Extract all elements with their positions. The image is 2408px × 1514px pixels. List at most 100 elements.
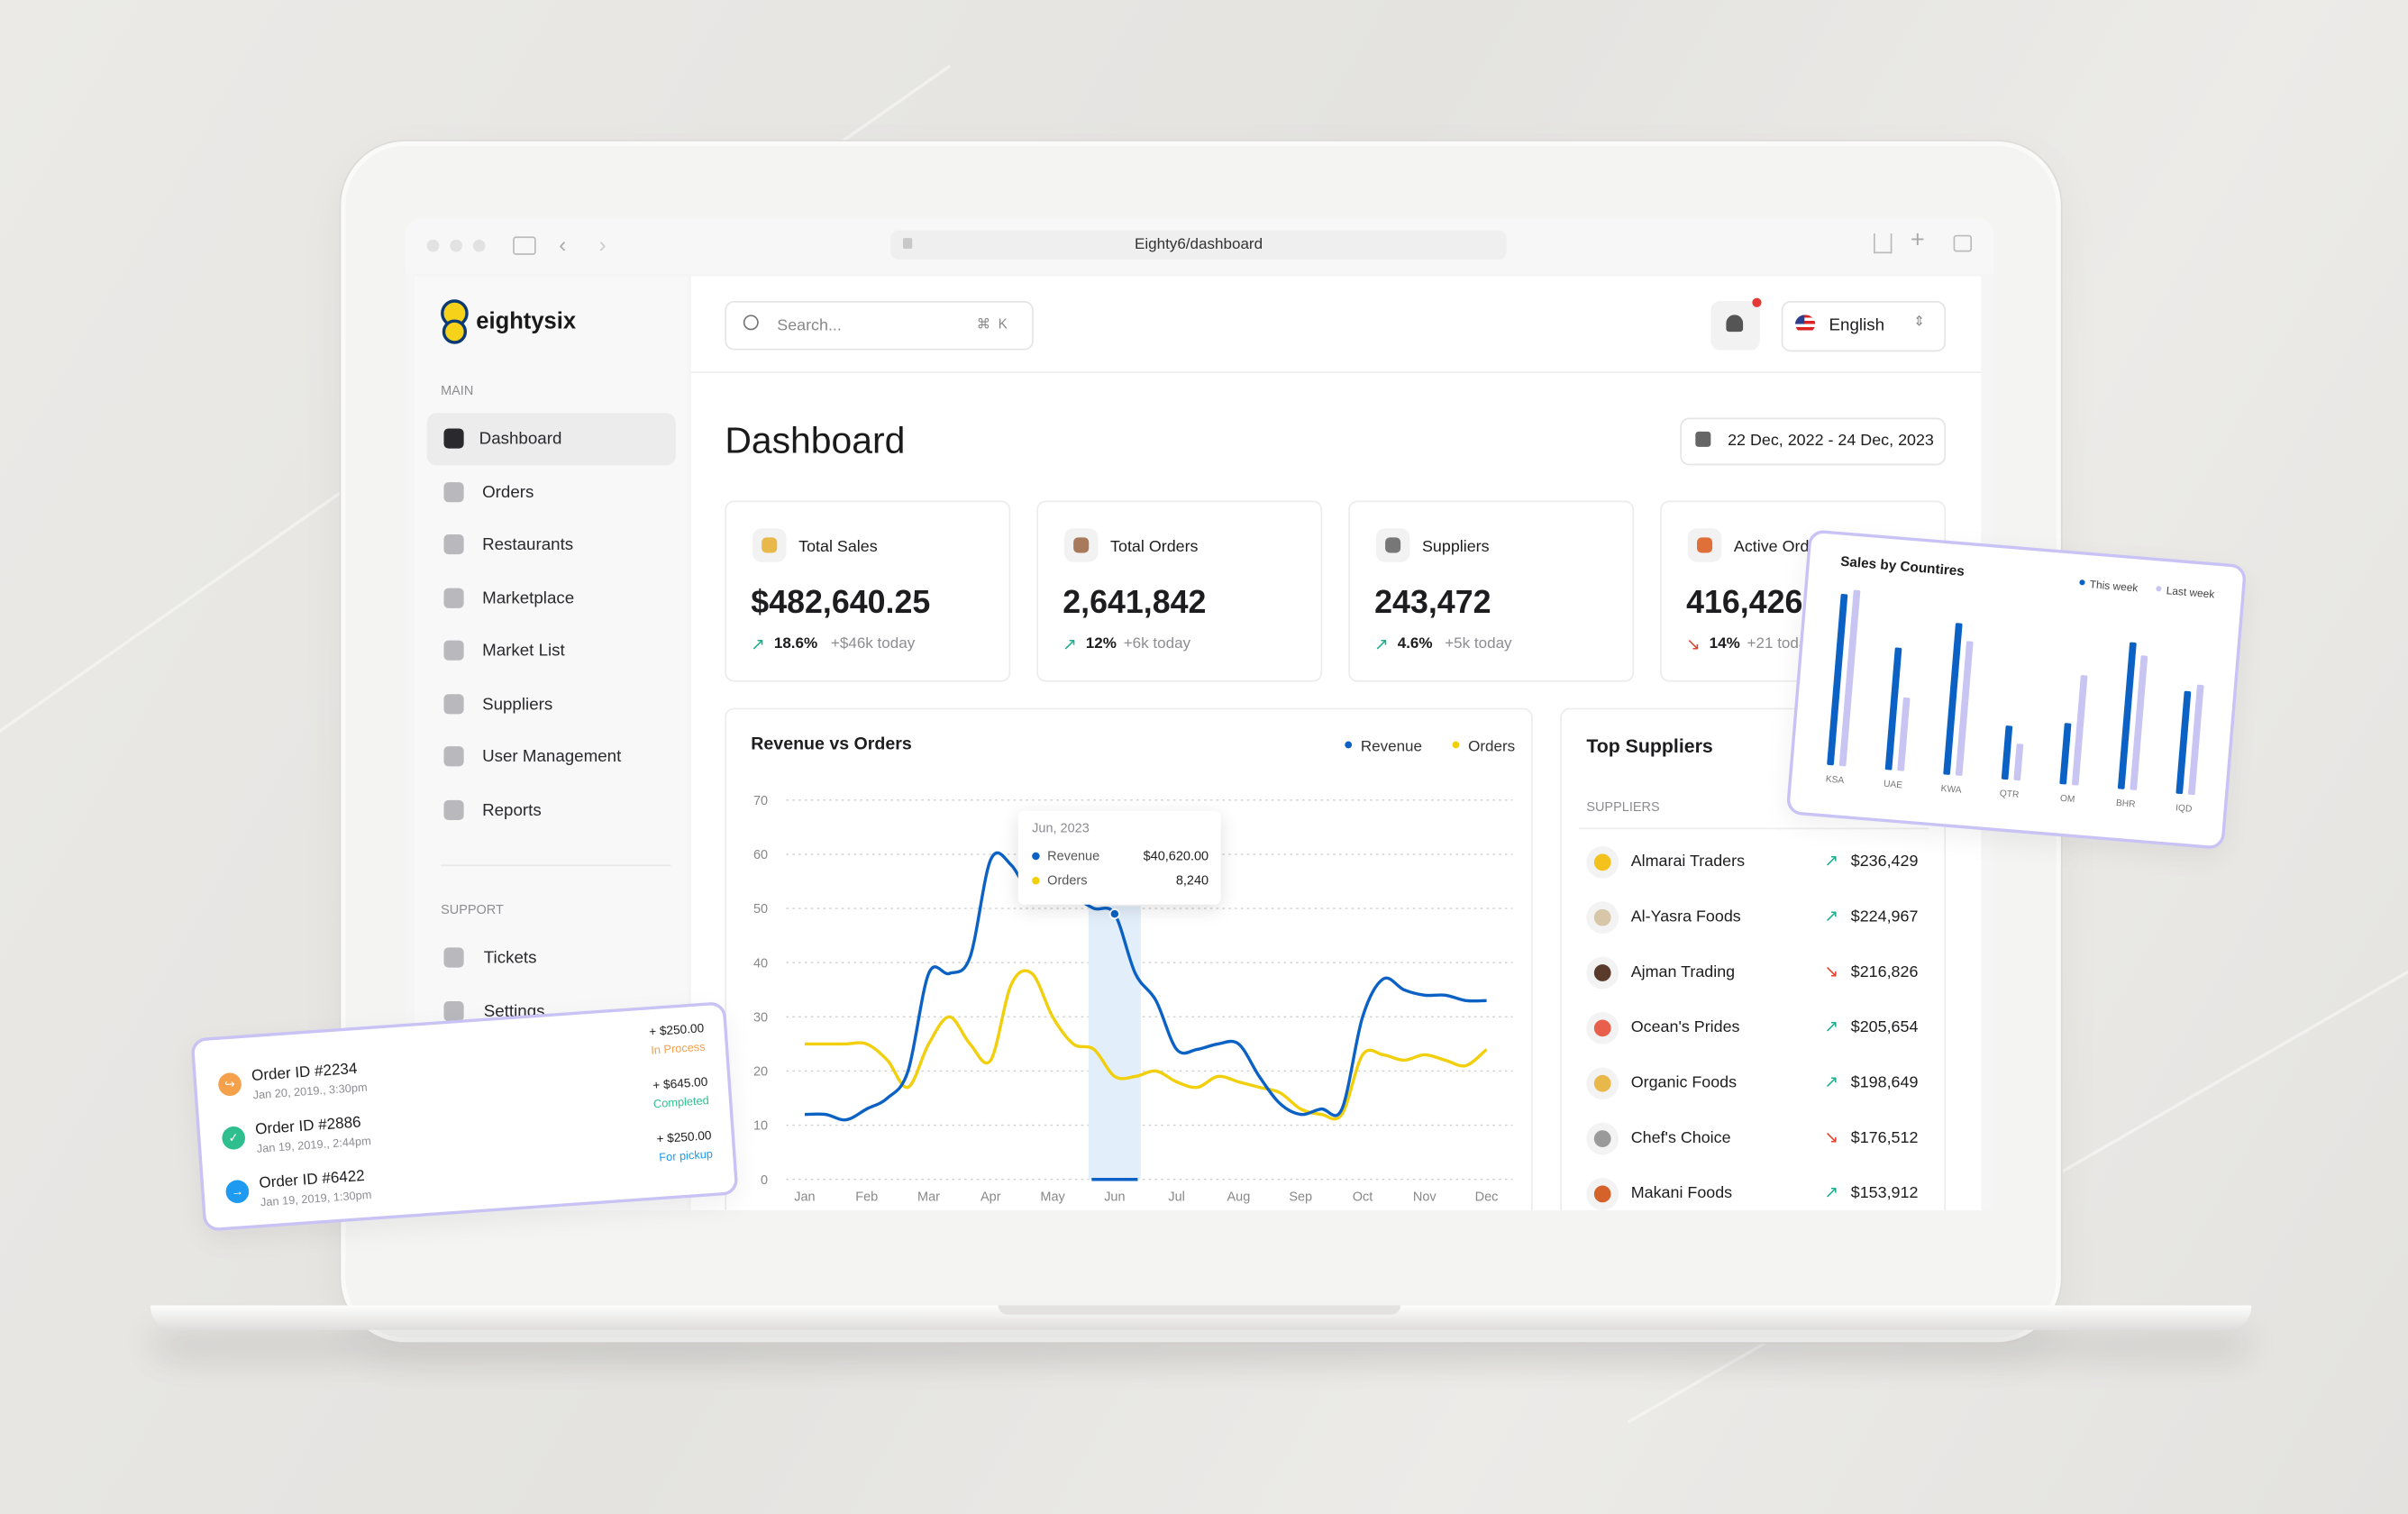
x-tick-label: May <box>1040 1190 1065 1205</box>
x-tick-label: Sep <box>1289 1190 1312 1205</box>
stat-label: Total Sales <box>798 537 878 556</box>
stat-icon <box>762 537 778 553</box>
supplier-name[interactable]: Organic Foods <box>1630 1073 1738 1092</box>
y-tick-label: 0 <box>761 1173 768 1188</box>
highlight-band <box>1088 906 1141 1180</box>
bell-icon <box>1726 315 1744 333</box>
menu-icon <box>443 798 464 820</box>
shortcut-key: ⌘ <box>976 316 991 333</box>
back-button[interactable]: ‹ <box>559 232 567 257</box>
y-tick-label: 20 <box>753 1065 768 1080</box>
legend-label: Orders <box>1468 737 1515 754</box>
trend-arrow: ↗ <box>1374 635 1389 654</box>
tooltip-dot <box>1032 852 1040 861</box>
stat-change: 14% <box>1709 635 1740 653</box>
menu-item[interactable]: Orders <box>482 482 534 502</box>
x-tick-label: Aug <box>1227 1190 1251 1205</box>
supplier-name[interactable]: Ajman Trading <box>1630 962 1736 981</box>
y-tick-label: 70 <box>753 794 768 808</box>
supplier-logo-mark <box>1593 1185 1611 1203</box>
date-range-picker[interactable] <box>1680 417 1947 466</box>
address-bar[interactable] <box>890 230 1507 260</box>
trend-arrow: ↗ <box>1824 1017 1839 1037</box>
trend-arrow: ↗ <box>1824 907 1839 926</box>
orders-card: ↪ Order ID #2234 Jan 20, 2019., 3:30pm + $2… <box>190 1001 739 1232</box>
tabs-button[interactable] <box>1953 234 1973 252</box>
tooltip-dot <box>1032 877 1040 885</box>
x-tick-label: Nov <box>1413 1190 1437 1205</box>
supplier-name[interactable]: Makani Foods <box>1630 1183 1733 1203</box>
forward-button[interactable]: › <box>598 232 607 257</box>
menu-item[interactable]: User Management <box>482 747 622 767</box>
trend-arrow: ↗ <box>1824 1073 1839 1092</box>
trend-arrow: ↗ <box>1063 635 1077 654</box>
legend-dot <box>2156 586 2162 592</box>
stat-label: Suppliers <box>1421 537 1490 556</box>
supplier-logo-mark <box>1593 908 1611 926</box>
menu-item[interactable]: Reports <box>482 800 542 820</box>
logo-icon <box>442 319 468 344</box>
y-tick-label: 40 <box>753 956 768 971</box>
trend-arrow: ↘ <box>1824 1128 1839 1147</box>
legend-label: Revenue <box>1361 737 1422 754</box>
suppliers-title: Top Suppliers <box>1586 735 1713 758</box>
window-dot[interactable] <box>450 239 462 252</box>
sidebar-toggle[interactable] <box>513 236 536 255</box>
page-title: Dashboard <box>725 420 906 462</box>
bar <box>2175 690 2192 795</box>
divider <box>1578 827 1929 830</box>
trend-arrow: ↘ <box>1686 635 1701 654</box>
supplier-name[interactable]: Chef's Choice <box>1630 1128 1731 1147</box>
tooltip-name: Revenue <box>1047 847 1100 863</box>
series-line <box>804 851 1487 1122</box>
x-tick-label: Jun <box>1104 1190 1125 1205</box>
stat-value: 2,641,842 <box>1063 585 1207 621</box>
stat-label: Total Orders <box>1110 537 1199 556</box>
supplier-name[interactable]: Ocean's Prides <box>1630 1017 1740 1037</box>
bar <box>2001 725 2013 780</box>
chevron: ⇕ <box>1913 313 1926 329</box>
bar <box>2188 684 2204 796</box>
supplier-name[interactable]: Al-Yasra Foods <box>1630 907 1741 926</box>
bar <box>2059 723 2072 785</box>
search-box[interactable] <box>725 300 1034 351</box>
supplier-name[interactable]: Almarai Traders <box>1630 852 1746 871</box>
chart-title: Revenue vs Orders <box>751 734 912 754</box>
bar <box>1838 589 1861 767</box>
order-icon: → <box>224 1179 251 1204</box>
menu-icon <box>443 1000 464 1021</box>
x-tick-label: Feb <box>855 1190 878 1205</box>
shortcut: ⌘ K <box>977 316 1008 333</box>
menu-item[interactable]: Suppliers <box>482 695 553 714</box>
x-tick-label: KWA <box>1940 784 1962 796</box>
menu-item[interactable]: Tickets <box>483 949 537 968</box>
flag-icon <box>1795 315 1816 333</box>
menu-icon <box>443 428 464 449</box>
menu-icon <box>443 746 464 767</box>
bar <box>2117 642 2137 789</box>
tooltip-box <box>1017 810 1221 905</box>
trend-arrow: ↗ <box>1824 1183 1839 1203</box>
stat-today: +5k today <box>1445 635 1512 653</box>
menu-item[interactable]: Dashboard <box>479 430 562 449</box>
menu-item[interactable]: Marketplace <box>482 588 575 607</box>
series-line <box>804 969 1488 1121</box>
window-dot[interactable] <box>472 239 486 252</box>
window-dot[interactable] <box>426 239 440 252</box>
x-tick-label: Apr <box>981 1190 1001 1205</box>
share-button[interactable] <box>1873 233 1893 254</box>
notification-dot <box>1752 297 1762 307</box>
bar <box>2130 655 2148 790</box>
y-tick-label: 60 <box>753 848 768 862</box>
sales-chart: Sales by Countires This week Last week KSA U… <box>1825 554 2215 815</box>
x-tick-label: Mar <box>917 1190 940 1205</box>
menu-item[interactable]: Market List <box>482 642 565 661</box>
bar <box>2013 743 2024 781</box>
chart-body: Revenue vs Orders Revenue Orders 0 10 20 30 40 5… <box>751 734 1515 1205</box>
divider <box>441 864 671 867</box>
chart-title: Sales by Countires <box>1840 554 1966 579</box>
menu-item[interactable]: Restaurants <box>482 535 574 555</box>
new-tab-button[interactable]: + <box>1910 227 1925 254</box>
